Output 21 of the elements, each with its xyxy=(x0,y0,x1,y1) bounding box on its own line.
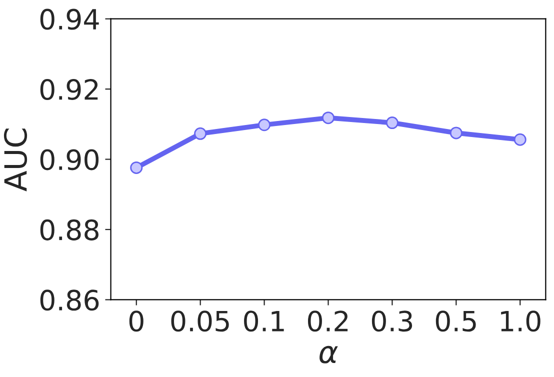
x-tick-label: 0 xyxy=(129,310,144,332)
y-tick-label: 0.86 xyxy=(40,290,99,311)
point xyxy=(514,133,526,146)
x-tick-label: 1.0 xyxy=(501,310,540,332)
point xyxy=(386,116,398,130)
x-tick-label: 0.3 xyxy=(372,310,412,332)
point xyxy=(130,161,143,174)
y-axis-title: AUC xyxy=(4,128,28,192)
point xyxy=(450,126,462,140)
x-tick-label: 0.1 xyxy=(244,310,284,332)
x-tick-label: 0.05 xyxy=(171,310,229,332)
point xyxy=(258,118,271,132)
x-tick-label: 0.2 xyxy=(308,310,348,332)
point xyxy=(194,127,207,140)
y-tick-label: 0.88 xyxy=(40,219,98,240)
point xyxy=(322,112,334,124)
y-tick-label: 0.90 xyxy=(40,149,99,170)
x-axis-title: α xyxy=(320,346,338,364)
y-tick-label: 0.92 xyxy=(40,79,98,100)
y-tick-label: 0.94 xyxy=(40,8,99,30)
x-tick-label: 0.5 xyxy=(436,310,476,332)
